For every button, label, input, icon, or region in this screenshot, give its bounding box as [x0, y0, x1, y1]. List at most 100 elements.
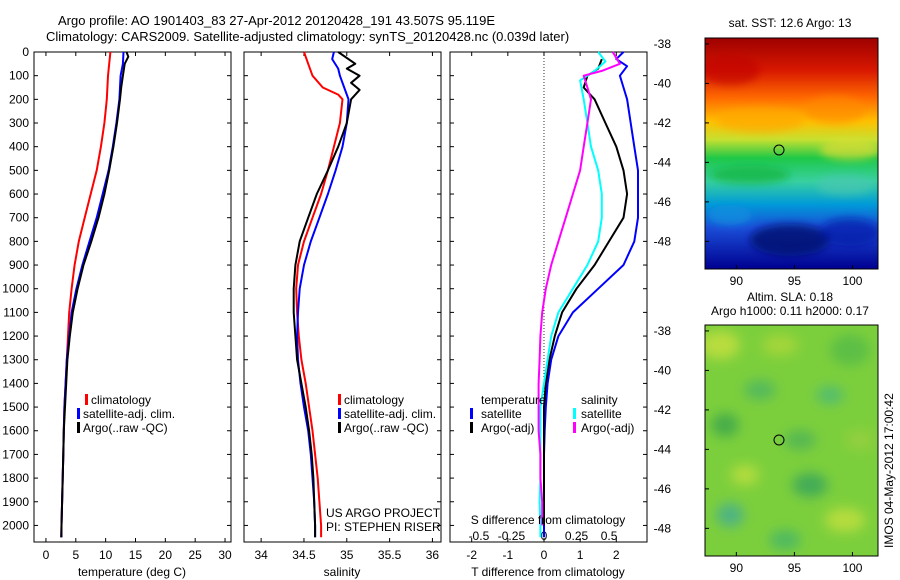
depth-tick-label: 1000 [2, 282, 29, 296]
s-diff-tick-label: -0.25 [498, 529, 526, 543]
map-y-tick-label: -42 [654, 116, 672, 130]
difference-panel: -2 -1 0 1 2-0.5 -0.25 0 0.25 0.5 [450, 51, 647, 562]
depth-tick-label: 1400 [2, 376, 29, 390]
legend-label-t-argo: Argo(-adj) [481, 421, 534, 435]
sla-map: Altim. SLA: 0.18 Argo h1000: 0.11 h2000:… [654, 290, 879, 575]
series-climatology [295, 51, 344, 538]
sla-map-frame [704, 324, 879, 557]
salinity-panel: 34 34.5 35 35.5 36 [244, 51, 441, 562]
depth-tick-label: 1900 [2, 495, 29, 509]
x-tick-label: 10 [99, 548, 113, 562]
depth-tick-label: 2000 [2, 518, 29, 532]
depth-tick-label: 1200 [2, 329, 29, 343]
sla-field-texture [705, 331, 874, 550]
salinity-panel-frame [243, 51, 442, 543]
legend-swatch-climatology [85, 394, 88, 405]
x-tick-label: 30 [218, 548, 232, 562]
depth-tick-label: 1500 [2, 400, 29, 414]
map-y-tick-label: -40 [654, 363, 672, 377]
legend-label-satellite: satellite-adj. clim. [83, 407, 175, 421]
depth-tick-label: 800 [9, 234, 29, 248]
imos-timestamp: IMOS 04-May-2012 17:00:42 [882, 393, 896, 548]
legend-title-salinity: salinity [581, 393, 618, 407]
map-y-tick-label: -48 [654, 521, 672, 535]
map-y-tick-label: -44 [654, 442, 672, 456]
salinity-legend: climatology satellite-adj. clim. Argo(..… [338, 393, 436, 435]
project-annotation: US ARGO PROJECT [326, 506, 441, 520]
legend-swatch-s-argo [573, 422, 576, 433]
map-x-tick-label: 90 [730, 274, 744, 288]
x-tick-label: -1 [502, 548, 513, 562]
s-diff-tick-label: 0.25 [565, 529, 589, 543]
legend-label-t-satellite: satellite [481, 407, 522, 421]
sst-map-frame [704, 37, 879, 270]
salinity-xlabel: salinity [324, 565, 361, 579]
x-tick-label: 15 [129, 548, 143, 562]
x-tick-label: 1 [577, 548, 584, 562]
map-y-tick-label: -44 [654, 155, 672, 169]
x-tick-label: 34 [254, 548, 268, 562]
sst-map-title: sat. SST: 12.6 Argo: 13 [729, 16, 852, 30]
x-tick-label: 0 [43, 548, 50, 562]
map-y-tick-label: -46 [654, 482, 672, 496]
x-tick-label: 36 [426, 548, 440, 562]
map-x-tick-label: 95 [788, 274, 802, 288]
map-x-tick-label: 100 [842, 561, 862, 575]
depth-tick-label: 1300 [2, 353, 29, 367]
legend-title-temperature: temperature [481, 393, 546, 407]
series-salinity-argo-adj- [537, 51, 621, 526]
sla-map-title: Altim. SLA: 0.18 [747, 290, 833, 304]
figure-title: Argo profile: AO 1901403_83 27-Apr-2012 … [58, 13, 496, 28]
map-y-tick-label: -40 [654, 76, 672, 90]
map-x-tick-label: 100 [842, 274, 862, 288]
x-tick-label: 35.5 [378, 548, 402, 562]
argo-float-marker [773, 144, 785, 156]
s-diff-tick-label: -0.5 [469, 529, 490, 543]
difference-panel-frame [449, 51, 648, 543]
sst-map: sat. SST: 12.6 Argo: 13 90 95 100 -38 -40 -42… [654, 16, 879, 288]
legend-swatch-satellite [338, 408, 341, 419]
depth-tick-label: 0 [22, 45, 29, 59]
series-temperature-argo-adj- [543, 58, 629, 526]
legend-label-climatology: climatology [91, 393, 151, 407]
depth-tick-label: 400 [9, 140, 29, 154]
x-tick-label: -2 [466, 548, 477, 562]
difference-xlabel: T difference from climatology [471, 565, 625, 579]
sla-map-subtitle: Argo h1000: 0.11 h2000: 0.17 [711, 304, 869, 318]
map-x-tick-label: 90 [730, 561, 744, 575]
x-tick-label: 20 [159, 548, 173, 562]
pi-annotation: PI: STEPHEN RISER [326, 520, 441, 534]
legend-swatch-t-argo [470, 422, 473, 433]
depth-tick-label: 700 [9, 211, 29, 225]
depth-tick-label: 900 [9, 258, 29, 272]
legend-swatch-argo [338, 422, 341, 433]
legend-swatch-argo [77, 422, 80, 433]
map-y-tick-label: -38 [654, 37, 672, 51]
difference-top-xlabel: S difference from climatology [471, 513, 626, 527]
temperature-panel: 0 5 10 15 20 25 30 [34, 51, 232, 562]
series-argo-raw-qc- [292, 51, 361, 538]
temperature-legend: climatology satellite-adj. clim. Argo(..… [77, 393, 175, 435]
x-tick-label: 2 [613, 548, 620, 562]
legend-label-satellite: satellite-adj. clim. [344, 407, 436, 421]
map-x-tick-label: 95 [788, 561, 802, 575]
depth-tick-label: 1800 [2, 471, 29, 485]
sla-map-axes: 90 95 100 -38 -40 -42 -44 -46 -48 [654, 324, 863, 575]
legend-swatch-satellite [77, 408, 80, 419]
depth-tick-label: 500 [9, 163, 29, 177]
x-tick-label: 35 [340, 548, 354, 562]
x-tick-label: 34.5 [292, 548, 316, 562]
depth-axis-labels: 0 100 200 300 400 500 600 700 800 900 1000 1100 1200… [2, 45, 29, 532]
depth-tick-label: 100 [9, 69, 29, 83]
legend-swatch-t-satellite [470, 408, 473, 419]
depth-tick-label: 600 [9, 187, 29, 201]
depth-tick-label: 1100 [3, 305, 29, 319]
map-y-tick-label: -48 [654, 234, 672, 248]
x-tick-label: 5 [72, 548, 79, 562]
depth-tick-label: 1700 [2, 447, 29, 461]
depth-tick-label: 1600 [2, 424, 29, 438]
legend-swatch-s-satellite [573, 408, 576, 419]
map-y-tick-label: -46 [654, 195, 672, 209]
temperature-panel-frame [33, 51, 232, 543]
figure-subtitle: Climatology: CARS2009. Satellite-adjuste… [46, 29, 570, 44]
